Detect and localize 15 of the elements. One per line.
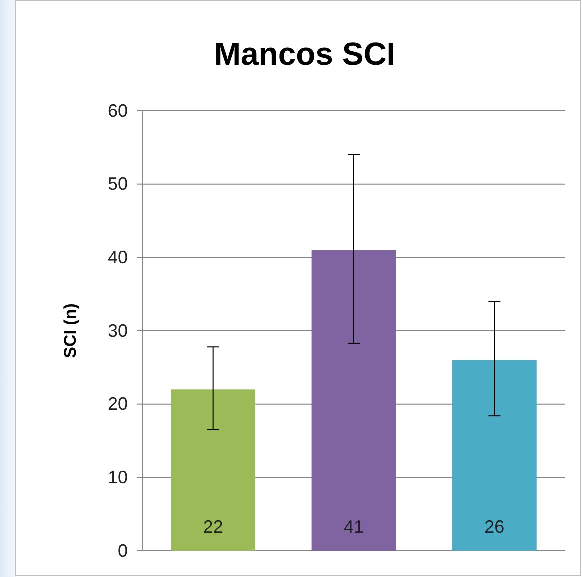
data-label: 41 [344, 517, 364, 537]
data-label: 22 [203, 517, 224, 537]
chart-title: Mancos SCI [214, 36, 396, 72]
y-axis-title: SCI (n) [61, 304, 80, 358]
y-tick-label: 0 [118, 540, 128, 561]
y-tick-label: 50 [108, 174, 128, 194]
y-tick-label: 40 [108, 247, 128, 268]
bar [452, 360, 537, 551]
data-label: 26 [484, 517, 505, 537]
y-tick-label: 10 [108, 467, 128, 488]
y-tick-label: 20 [108, 394, 128, 414]
y-tick-label: 30 [108, 320, 128, 341]
bar [312, 250, 396, 551]
y-tick-label: 60 [108, 100, 128, 121]
bar [171, 390, 256, 551]
